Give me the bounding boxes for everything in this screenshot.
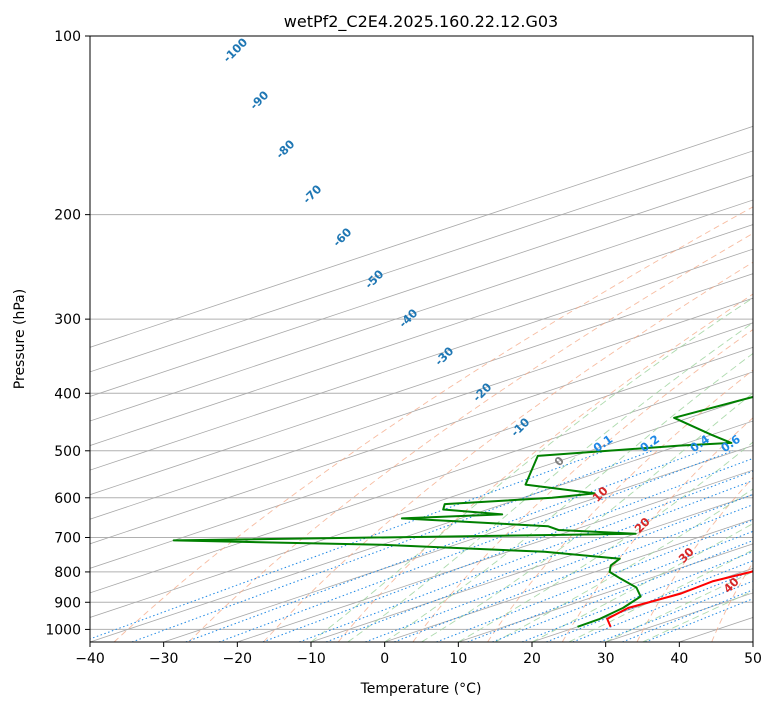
x-tick-label: −20 [223, 651, 253, 667]
mixing-ratio-line [131, 450, 653, 642]
y-tick-label: 400 [54, 386, 81, 402]
chart-title: wetPf2_C2E4.2025.160.22.12.G03 [284, 12, 558, 32]
isotherm-line [163, 445, 753, 642]
isotherm-line [90, 346, 753, 569]
isotherm-line [90, 248, 753, 471]
plot-frame [89, 35, 754, 643]
dry-adiabat-line [113, 206, 753, 642]
isotherm-line [90, 175, 753, 397]
moist-adiabat-line [458, 441, 753, 642]
x-tick-label: −30 [149, 651, 179, 667]
x-tick-label: 30 [597, 651, 615, 667]
isotherm-line [90, 125, 753, 348]
dewpoint-profile-line [172, 395, 753, 628]
dry-adiabat-line [188, 232, 753, 642]
y-tick-label: 500 [54, 444, 81, 460]
isotherm-line [752, 641, 753, 642]
mixing-ratio-line [521, 550, 753, 642]
mixing-ratio-line [325, 479, 753, 642]
isotherm-line [90, 150, 753, 373]
x-axis-label: Temperature (°C) [360, 681, 482, 697]
mixing-ratio-line [262, 457, 753, 642]
moist-adiabat-line [531, 523, 753, 642]
y-axis: 1000 900 800 700 600 500 400 300 200 100 [45, 29, 90, 638]
moist-adiabat-line [384, 352, 753, 642]
x-axis: −40 −30 −20 −10 0 10 20 30 40 50 [75, 642, 762, 667]
series-layer [172, 395, 753, 628]
y-tick-label: 300 [54, 312, 81, 328]
background-lines [90, 36, 753, 642]
isotherm-line [90, 273, 753, 496]
isotherm-line [90, 420, 753, 642]
x-tick-label: 20 [523, 651, 541, 667]
x-tick-label: −10 [296, 651, 326, 667]
x-tick-label: 10 [449, 651, 467, 667]
x-tick-label: −40 [75, 651, 105, 667]
isotherm-line [384, 518, 753, 642]
moist-adiabat-line [568, 549, 753, 642]
isotherm-line [310, 494, 753, 642]
mixing-ratio-line [436, 519, 753, 642]
y-tick-label: 600 [54, 491, 81, 507]
moist-adiabat-line [642, 590, 753, 642]
mixing-ratio-line [467, 530, 753, 642]
y-tick-label: 100 [54, 29, 81, 45]
moist-adiabat-line [421, 392, 753, 642]
mixing-ratio-line [546, 560, 753, 642]
y-tick-label: 800 [54, 565, 81, 581]
dry-adiabat-line [487, 369, 753, 642]
isotherm-line [90, 297, 753, 520]
y-tick-label: 900 [54, 595, 81, 611]
mixing-ratio-line [492, 539, 753, 642]
x-tick-label: 0 [380, 651, 389, 667]
y-tick-label: 700 [54, 531, 81, 547]
x-tick-label: 40 [670, 651, 688, 667]
isotherm-line [90, 224, 753, 446]
y-tick-label: 1000 [45, 622, 81, 638]
dry-adiabat-line [412, 328, 753, 642]
x-tick-label: 50 [744, 651, 762, 667]
moist-adiabat-line [310, 297, 753, 642]
isotherm-line [237, 469, 753, 642]
dry-adiabat-line [337, 293, 753, 642]
isotherm-line [90, 322, 753, 545]
mixing-ratio-line [90, 450, 606, 640]
isotherm-line [90, 396, 753, 618]
isotherm-line [90, 199, 753, 422]
y-axis-label: Pressure (hPa) [12, 289, 28, 389]
y-tick-label: 200 [54, 208, 81, 224]
